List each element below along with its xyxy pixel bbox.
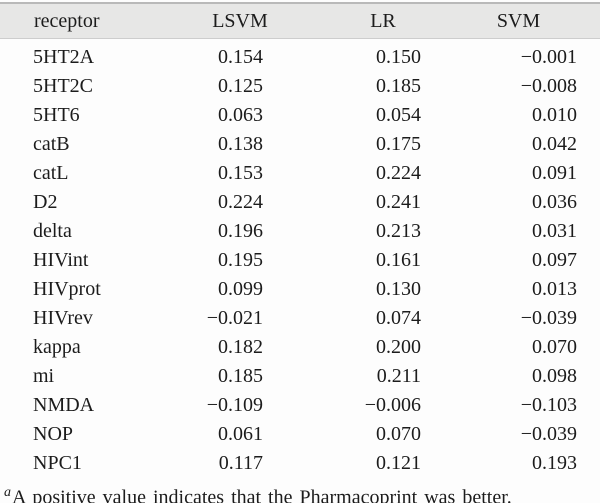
lr-value: 0.185: [376, 75, 421, 97]
results-table: receptor LSVM LR SVM 5HT2A 0.154 0.150 −…: [0, 2, 600, 478]
lsvm-value: −0.109: [206, 394, 263, 416]
footnote-marker: a: [4, 485, 11, 500]
svm-value: 0.042: [532, 133, 577, 155]
lsvm-value: 0.153: [218, 162, 263, 184]
table-row: NPC1 0.117 0.121 0.193: [0, 449, 600, 478]
receptor-name: 5HT2C: [33, 75, 93, 97]
svm-value: 0.070: [532, 336, 577, 358]
table-row: kappa 0.182 0.200 0.070: [0, 333, 600, 362]
lr-value: −0.006: [364, 394, 421, 416]
svm-value: −0.103: [520, 394, 577, 416]
lr-value: 0.175: [376, 133, 421, 155]
header-row: receptor LSVM LR SVM: [0, 2, 600, 39]
lr-value: 0.121: [376, 452, 421, 474]
table-row: 5HT2C 0.125 0.185 −0.008: [0, 72, 600, 101]
table-row: NMDA −0.109 −0.006 −0.103: [0, 391, 600, 420]
lr-value: 0.161: [376, 249, 421, 271]
lsvm-value: 0.099: [218, 278, 263, 300]
table-row: delta 0.196 0.213 0.031: [0, 217, 600, 246]
table-footnote: aA positive value indicates that the Pha…: [0, 481, 600, 503]
column-header-svm: SVM: [445, 2, 600, 39]
lsvm-value: 0.154: [218, 46, 263, 68]
lsvm-value: −0.021: [206, 307, 263, 329]
lr-value: 0.211: [376, 365, 421, 387]
footnote-text: A positive value indicates that the Phar…: [12, 486, 512, 503]
lsvm-value: 0.061: [218, 423, 263, 445]
receptor-name: NPC1: [33, 452, 82, 474]
svm-value: 0.031: [532, 220, 577, 242]
lr-value: 0.224: [376, 162, 421, 184]
lsvm-value: 0.182: [218, 336, 263, 358]
receptor-name: mi: [33, 365, 55, 387]
svm-value: 0.193: [532, 452, 577, 474]
lr-value: 0.074: [376, 307, 421, 329]
table-row: 5HT6 0.063 0.054 0.010: [0, 101, 600, 130]
table-row: NOP 0.061 0.070 −0.039: [0, 420, 600, 449]
receptor-name: D2: [33, 191, 58, 213]
receptor-name: NOP: [33, 423, 74, 445]
svm-value: 0.097: [532, 249, 577, 271]
receptor-name: 5HT6: [33, 104, 80, 126]
receptor-name: kappa: [33, 336, 81, 358]
svm-value: 0.036: [532, 191, 577, 213]
lr-value: 0.150: [376, 46, 421, 68]
table-row: catB 0.138 0.175 0.042: [0, 130, 600, 159]
table-row: HIVint 0.195 0.161 0.097: [0, 246, 600, 275]
receptor-name: 5HT2A: [33, 46, 95, 68]
lr-value: 0.130: [376, 278, 421, 300]
table-row: 5HT2A 0.154 0.150 −0.001: [0, 39, 600, 73]
lr-value: 0.213: [376, 220, 421, 242]
table-row: D2 0.224 0.241 0.036: [0, 188, 600, 217]
receptor-name: HIVint: [33, 249, 89, 271]
svm-value: 0.013: [532, 278, 577, 300]
lr-value: 0.200: [376, 336, 421, 358]
lsvm-value: 0.125: [218, 75, 263, 97]
lsvm-value: 0.224: [218, 191, 263, 213]
table-row: catL 0.153 0.224 0.091: [0, 159, 600, 188]
lr-value: 0.241: [376, 191, 421, 213]
column-header-receptor: receptor: [0, 2, 185, 39]
svm-value: −0.008: [520, 75, 577, 97]
column-header-lsvm: LSVM: [185, 2, 295, 39]
svm-value: 0.091: [532, 162, 577, 184]
lr-value: 0.070: [376, 423, 421, 445]
lsvm-value: 0.195: [218, 249, 263, 271]
receptor-name: HIVprot: [33, 278, 101, 300]
lsvm-value: 0.063: [218, 104, 263, 126]
table-row: HIVrev −0.021 0.074 −0.039: [0, 304, 600, 333]
svm-value: 0.098: [532, 365, 577, 387]
table-row: HIVprot 0.099 0.130 0.013: [0, 275, 600, 304]
svm-value: −0.001: [520, 46, 577, 68]
table-row: mi 0.185 0.211 0.098: [0, 362, 600, 391]
receptor-name: NMDA: [33, 394, 95, 416]
lsvm-value: 0.196: [218, 220, 263, 242]
lsvm-value: 0.117: [218, 452, 263, 474]
receptor-name: catL: [33, 162, 69, 184]
column-header-lr: LR: [295, 2, 445, 39]
lsvm-value: 0.185: [218, 365, 263, 387]
svm-value: −0.039: [520, 423, 577, 445]
lr-value: 0.054: [376, 104, 421, 126]
receptor-name: catB: [33, 133, 70, 155]
receptor-name: delta: [33, 220, 72, 242]
receptor-name: HIVrev: [33, 307, 93, 329]
svm-value: −0.039: [520, 307, 577, 329]
svm-value: 0.010: [532, 104, 577, 126]
lsvm-value: 0.138: [218, 133, 263, 155]
